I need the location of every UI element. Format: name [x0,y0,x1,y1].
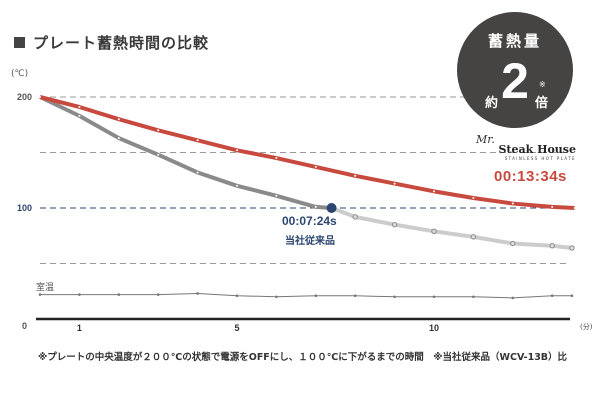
steak-house-point [472,197,475,200]
steak-house-point [354,174,357,177]
conventional-point [314,205,317,208]
conventional-point [157,153,160,156]
steak-house-point [551,205,554,208]
steak-house-point [275,157,278,160]
steak-house-point [78,105,81,108]
steak-house-point [433,190,435,193]
chart-title: プレート蓄熱時間の比較 [14,32,209,53]
room-temp-point [196,292,199,295]
conventional-point [391,221,398,228]
room-temp-point [38,293,42,296]
conventional-point [196,171,199,174]
y-axis-unit: (℃) [11,69,29,79]
room-temp-point [511,296,515,300]
room-temp-point [550,294,554,297]
conventional-label: 当社従来品 [285,236,335,247]
square-bullet-icon [14,37,25,48]
conventional-point [549,243,555,249]
steak-house-point [393,182,396,185]
room-temp-point [156,293,160,296]
badge-top: 蓄熱量 [487,32,542,50]
x-tick-label: 5 [234,323,239,333]
conventional-line-after [330,206,573,250]
room-temp-point [117,293,121,296]
steak-house-point [39,96,41,98]
steak-house-point [117,118,120,121]
conventional-point [352,214,358,220]
steak-house-point [236,149,238,152]
conventional-point [117,137,120,140]
x-tick-label: 1 [77,323,82,333]
conventional-point [275,194,278,197]
conventional-time: 00:07:24s [282,214,337,228]
brand-name: Steak House [498,143,576,156]
room-temp-point [235,294,239,297]
room-temp-point [472,295,475,299]
steak-house-time: 00:13:34s [494,168,567,185]
conventional-point [431,228,437,235]
steak-house-point [314,165,317,168]
room-temp-point [78,293,81,296]
chart-title-text: プレート蓄熱時間の比較 [33,34,210,52]
conventional-point [470,234,477,240]
badge-unit: 倍 [535,96,549,111]
room-temp-point [432,295,436,299]
conventional-point [78,114,81,117]
x-axis-unit: (分) [580,323,593,331]
steak-house-point [573,207,576,209]
badge-number: 2 [501,53,529,109]
y-tick-label: 0 [22,321,27,331]
conventional-100c-marker [326,203,337,213]
badge-approx: 約 [485,96,499,111]
heat-capacity-badge: 蓄熱量 2 約 ※ 倍 [457,12,573,128]
steak-house-point [157,129,160,132]
brand-prefix: Mr. [476,133,495,146]
steak-house-point [196,139,199,142]
room-temp-point [275,295,278,299]
conventional-point [236,184,238,187]
steak-house-point [511,202,514,205]
room-temp-point [353,294,357,297]
badge-note-mark: ※ [539,80,546,89]
y-tick-label: 200 [17,92,32,102]
brand-sub: STAINLESS HOT PLATE [504,156,576,161]
brand-logo: Mr. Steak House STAINLESS HOT PLATE [476,133,576,161]
room-temp-point [393,295,396,299]
room-temp-point [570,294,574,297]
room-temp-label: 室温 [36,283,55,293]
y-tick-label: 100 [17,203,32,213]
x-tick-label: 10 [429,323,439,333]
footnote: ※プレートの中央温度が２００℃の状態で電源をOFFにし、１００℃に下がるまでの時… [38,352,568,363]
conventional-point [510,240,516,247]
room-temp-point [314,294,318,297]
conventional-point [569,245,575,251]
